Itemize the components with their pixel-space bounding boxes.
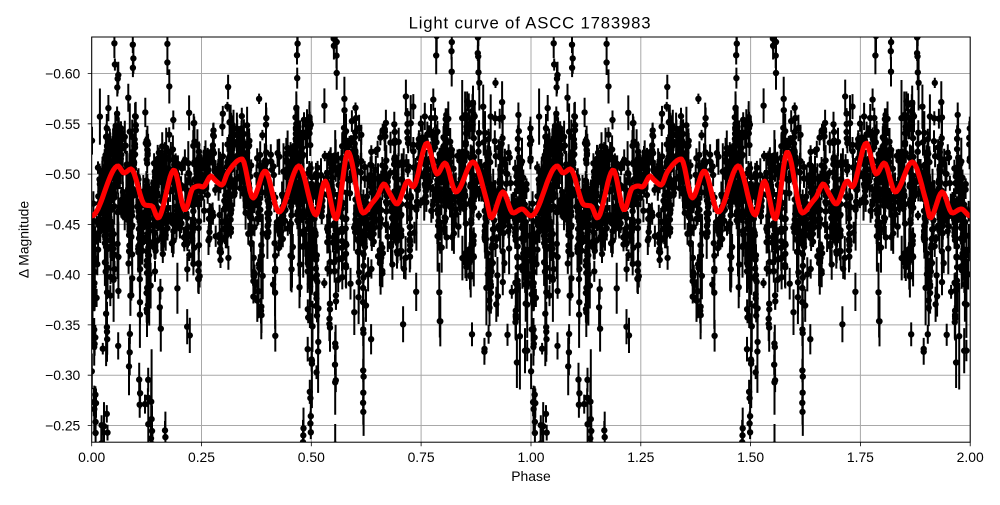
svg-text:−0.45: −0.45 [45,216,80,232]
svg-text:−0.25: −0.25 [45,418,80,434]
svg-text:1.50: 1.50 [737,449,764,465]
svg-text:1.75: 1.75 [847,449,874,465]
svg-text:Δ Magnitude: Δ Magnitude [15,201,31,279]
svg-text:−0.50: −0.50 [45,166,80,182]
svg-text:0.75: 0.75 [408,449,435,465]
svg-text:−0.60: −0.60 [45,66,80,82]
svg-text:0.00: 0.00 [78,449,105,465]
svg-text:−0.40: −0.40 [45,267,80,283]
svg-text:0.25: 0.25 [188,449,215,465]
svg-text:0.50: 0.50 [298,449,325,465]
svg-text:−0.30: −0.30 [45,367,80,383]
svg-text:−0.55: −0.55 [45,116,80,132]
svg-text:1.25: 1.25 [627,449,654,465]
svg-text:Light curve of ASCC 1783983: Light curve of ASCC 1783983 [409,13,652,32]
svg-text:−0.35: −0.35 [45,317,80,333]
svg-text:2.00: 2.00 [957,449,984,465]
svg-text:Phase: Phase [511,468,551,484]
svg-text:1.00: 1.00 [517,449,544,465]
